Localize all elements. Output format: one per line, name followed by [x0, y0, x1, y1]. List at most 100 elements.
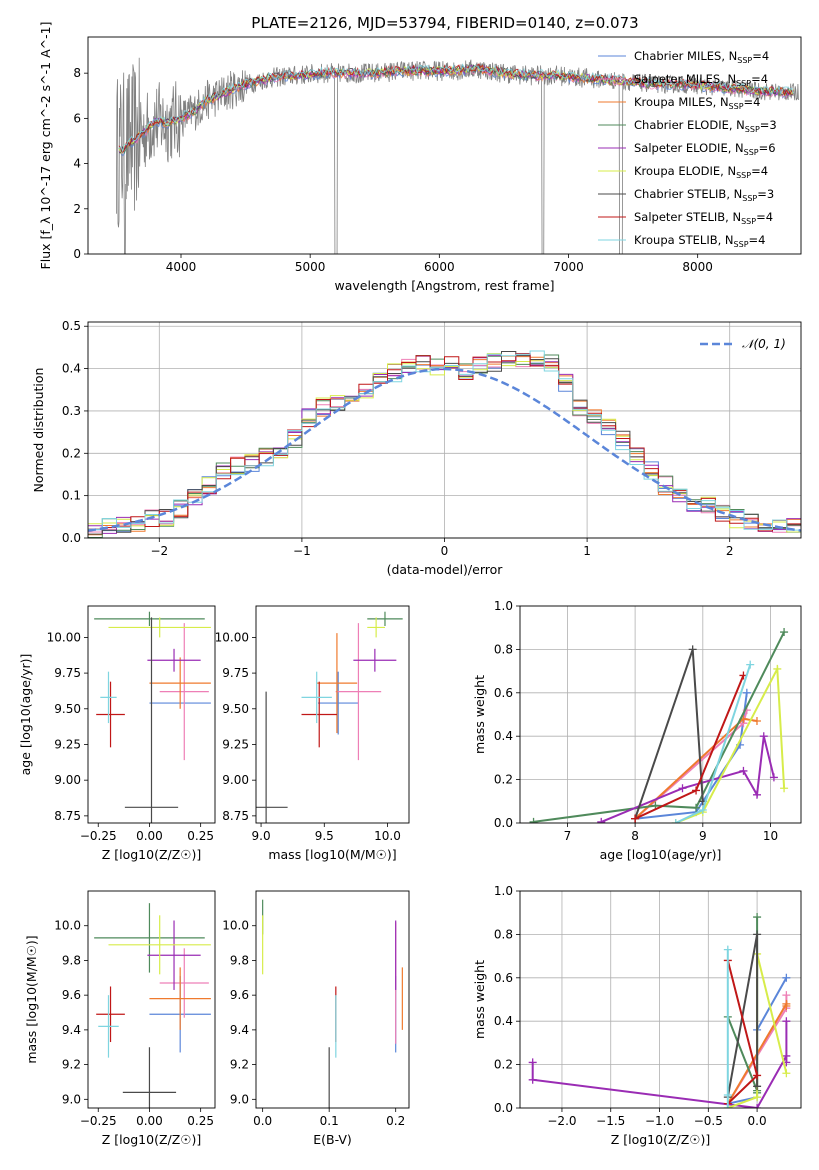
legend-subscript: SSP: [729, 102, 744, 111]
y-tick-label: 0.8: [494, 927, 513, 941]
legend-value: =6: [759, 141, 776, 155]
weight-vs-age-panel: 7 8 9 10 0.0 0.2 0.4 0.6 0.8 1.0 age [log10(age/yr…: [472, 599, 802, 862]
x-tick-label: 0.0: [748, 1114, 767, 1128]
y-tick-label: 0.0: [494, 1101, 513, 1115]
legend-subscript: SSP: [737, 56, 752, 65]
model-spectrum-line: [118, 63, 794, 153]
x-axis-label: Z [log10(Z/Z☉)]: [611, 1132, 711, 1147]
age-vs-Z-panel: −0.25 0.00 0.25 8.75 9.00 9.25 9.50 9.75 10.00 Z …: [18, 605, 216, 862]
x-axis-label: age [log10(age/yr)]: [600, 847, 722, 862]
x-tick-label: −2: [150, 544, 168, 558]
y-tick-label: 8.75: [222, 809, 249, 823]
y-axis-label: mass [log10(M/M☉)]: [24, 935, 39, 1063]
y-tick-label: 0.4: [62, 362, 81, 376]
weight-marker: [782, 1002, 791, 1011]
x-tick-label: −1.5: [596, 1114, 625, 1128]
y-axis-label: mass weight: [472, 960, 487, 1039]
weight-marker: [692, 786, 701, 795]
weight-marker: [753, 1093, 762, 1102]
weight-marker: [678, 784, 687, 793]
weight-marker: [782, 991, 791, 1000]
x-axis-label: Z [log10(Z/Z☉)]: [102, 847, 202, 862]
y-axis-label: mass weight: [472, 675, 487, 754]
y-tick-label: 0.4: [494, 1014, 513, 1028]
y-tick-label: 9.50: [222, 702, 249, 716]
weight-marker: [753, 1082, 762, 1091]
y-tick-label: 0.6: [494, 971, 513, 985]
x-tick-label: 8: [631, 829, 639, 843]
weight-marker: [752, 790, 761, 799]
weight-marker: [742, 688, 751, 697]
weight-line: [600, 735, 775, 823]
gaussian-reference-line: [88, 367, 801, 532]
y-axis-label: Normed distribution: [31, 368, 46, 493]
x-axis-label: Z [log10(Z/Z☉)]: [102, 1132, 202, 1147]
weight-marker: [723, 1104, 732, 1108]
y-tick-label: 9.2: [230, 1058, 249, 1072]
x-axis-label: E(B-V): [313, 1132, 352, 1147]
legend-subscript: SSP: [745, 125, 760, 134]
weight-marker: [780, 784, 789, 793]
x-tick-label: 7000: [553, 260, 584, 274]
error-bars: [94, 611, 211, 823]
legend-label: Kroupa MILES, NSSP=4: [634, 95, 760, 111]
y-tick-label: 9.75: [54, 666, 81, 680]
x-tick-label: 0.0: [253, 1114, 272, 1128]
y-axis-label: Flux [f_λ 10^-17 erg cm^-2 s^-1 A^-1]: [38, 22, 53, 270]
y-tick-label: 2: [73, 202, 81, 216]
histogram-panel: −2 −1 0 1 2 0.0 0.1 0.2 0.3 0.4 0.5 (data-model)/er…: [31, 319, 802, 577]
y-tick-label: 0.5: [62, 319, 81, 333]
legend-subscript: SSP: [734, 240, 749, 249]
y-tick-label: 0.3: [62, 404, 81, 418]
weight-marker: [753, 930, 762, 939]
x-tick-label: 8000: [682, 260, 713, 274]
axes-frame: [519, 605, 802, 824]
y-tick-label: 0.0: [62, 531, 81, 545]
legend-subscript: SSP: [742, 194, 757, 203]
y-tick-label: 9.00: [222, 773, 249, 787]
y-tick-label: 1.0: [494, 599, 513, 613]
weight-line: [634, 692, 748, 820]
weight-marker: [780, 628, 789, 637]
x-tick-label: 2: [726, 544, 734, 558]
y-tick-label: 1.0: [494, 884, 513, 898]
x-axis-label: wavelength [Angstrom, rest frame]: [334, 278, 554, 293]
weight-marker: [769, 773, 778, 782]
y-tick-label: 10.00: [215, 630, 249, 644]
y-tick-label: 9.6: [230, 988, 249, 1002]
y-tick-label: 9.75: [222, 666, 249, 680]
legend-label: Chabrier MILES, NSSP=4: [634, 49, 769, 65]
y-tick-label: 9.0: [62, 1092, 81, 1106]
legend-subscript: SSP: [741, 217, 756, 226]
x-axis-label: (data-model)/error: [387, 562, 504, 577]
legend-subscript: SSP: [744, 148, 759, 157]
age-vs-mass-panel: 9.0 9.5 10.0 8.75 9.00 9.25 9.50 9.75 10.00 mass …: [215, 605, 410, 862]
y-tick-label: 0.0: [494, 816, 513, 830]
x-tick-label: 0.1: [320, 1114, 339, 1128]
weight-marker: [597, 817, 606, 823]
y-tick-label: 8.75: [54, 809, 81, 823]
weight-marker: [528, 1058, 537, 1067]
legend-subscript: SSP: [736, 79, 751, 88]
spectrum-lines: [116, 57, 799, 254]
legend-value: =4: [749, 233, 766, 247]
weight-marker: [782, 1069, 791, 1078]
weight-marker: [692, 803, 701, 812]
weight-marker: [688, 645, 697, 654]
y-tick-label: 9.8: [62, 953, 81, 967]
x-tick-label: 0.00: [136, 829, 163, 843]
axes-frame: [87, 321, 802, 539]
y-tick-label: 9.25: [54, 737, 81, 751]
weight-lines: [528, 913, 791, 1108]
y-tick-label: 0.8: [494, 642, 513, 656]
weight-vs-Z-panel: −2.0 −1.5 −1.0 −0.5 0.0 0.0 0.2 0.4 0.6 0.8 1.0 Z […: [472, 884, 802, 1147]
x-tick-label: 9.5: [315, 829, 334, 843]
y-tick-label: 9.6: [62, 988, 81, 1002]
y-tick-label: 0.2: [494, 1058, 513, 1072]
legend-label: Salpeter ELODIE, NSSP=6: [634, 141, 776, 157]
legend-label: Chabrier STELIB, NSSP=3: [634, 187, 774, 203]
error-bars: [262, 899, 403, 1108]
legend-value: =4: [744, 95, 761, 109]
weight-lines: [529, 628, 789, 823]
y-tick-label: 10.0: [222, 919, 249, 933]
